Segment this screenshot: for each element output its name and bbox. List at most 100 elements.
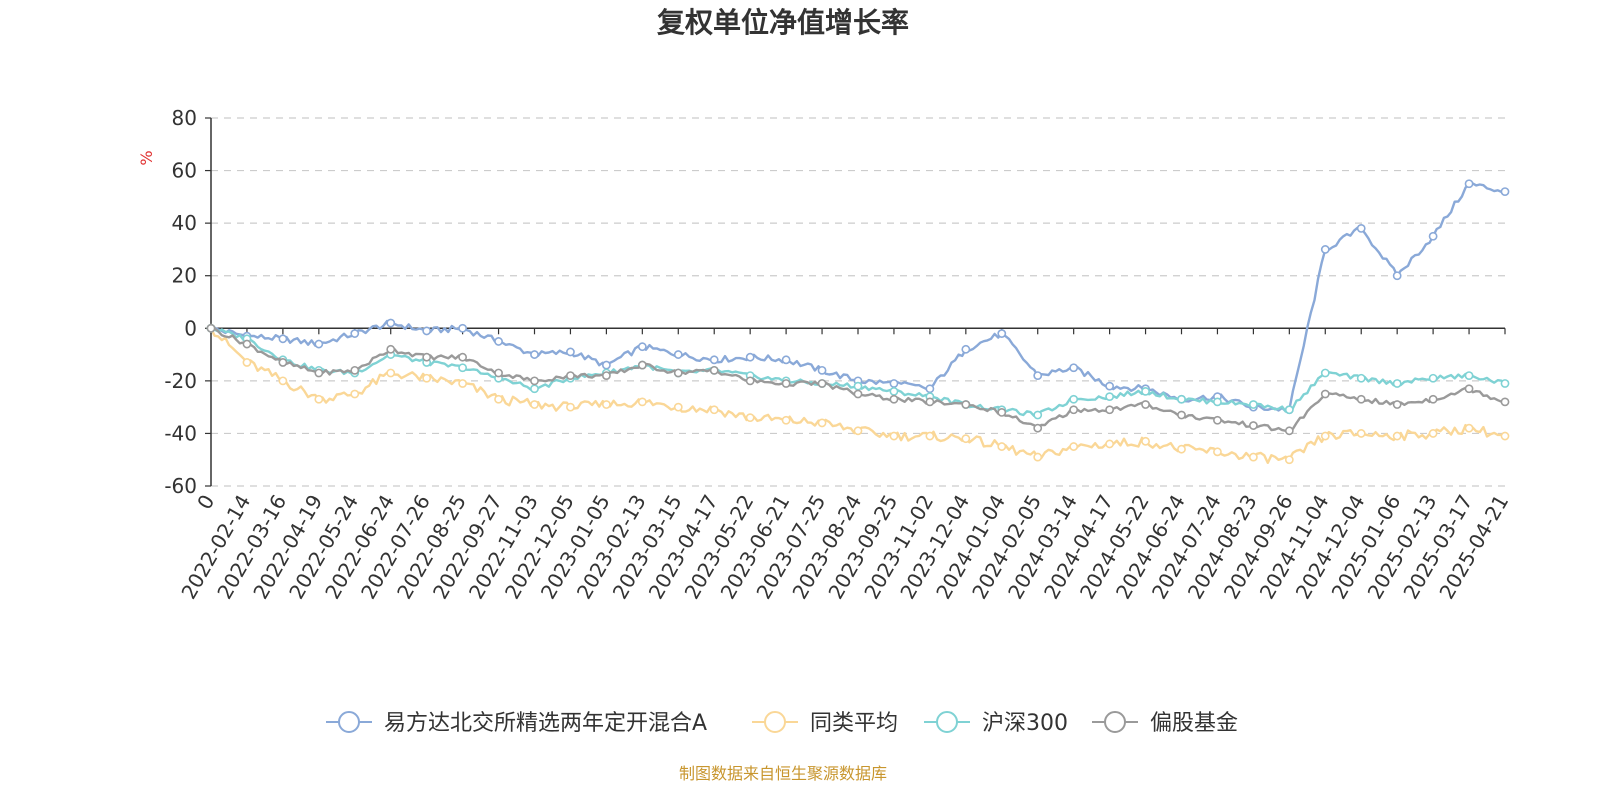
data-point[interactable] <box>314 368 324 378</box>
data-point[interactable] <box>422 352 432 362</box>
data-point[interactable] <box>1248 421 1258 430</box>
data-point[interactable] <box>530 384 539 394</box>
data-point[interactable] <box>853 426 863 436</box>
data-point[interactable] <box>1464 371 1474 380</box>
data-point[interactable] <box>961 434 971 444</box>
data-point[interactable] <box>530 400 539 409</box>
data-point[interactable] <box>1392 400 1402 409</box>
data-point[interactable] <box>997 407 1007 417</box>
data-point[interactable] <box>853 389 863 399</box>
data-point[interactable] <box>1248 452 1258 462</box>
data-point[interactable] <box>566 347 575 357</box>
data-point[interactable] <box>530 350 539 359</box>
data-point[interactable] <box>1500 187 1510 196</box>
data-point[interactable] <box>1500 379 1510 388</box>
data-point[interactable] <box>1248 400 1258 409</box>
data-point[interactable] <box>458 379 468 388</box>
data-point[interactable] <box>1500 431 1510 441</box>
data-point[interactable] <box>601 360 611 370</box>
data-point[interactable] <box>889 394 899 404</box>
data-point[interactable] <box>278 334 288 344</box>
data-point[interactable] <box>1428 429 1438 438</box>
data-point[interactable] <box>1392 379 1402 388</box>
data-point[interactable] <box>494 394 503 404</box>
data-point[interactable] <box>1177 410 1186 420</box>
data-point[interactable] <box>1177 444 1186 454</box>
data-point[interactable] <box>1105 381 1115 391</box>
data-point[interactable] <box>422 326 432 336</box>
data-point[interactable] <box>1141 436 1150 446</box>
data-point[interactable] <box>1141 386 1150 396</box>
data-point[interactable] <box>1356 373 1366 383</box>
data-point[interactable] <box>350 365 360 375</box>
data-point[interactable] <box>314 339 324 349</box>
data-point[interactable] <box>1069 405 1079 415</box>
data-point[interactable] <box>673 368 683 378</box>
data-point[interactable] <box>1320 389 1330 399</box>
data-point[interactable] <box>350 389 360 399</box>
data-point[interactable] <box>1392 431 1402 441</box>
data-point[interactable] <box>709 365 719 375</box>
data-point[interactable] <box>1105 392 1115 402</box>
data-point[interactable] <box>1428 394 1438 404</box>
data-point[interactable] <box>386 344 396 354</box>
data-point[interactable] <box>458 363 468 373</box>
data-point[interactable] <box>530 376 539 386</box>
data-point[interactable] <box>997 329 1007 338</box>
data-point[interactable] <box>1320 245 1330 254</box>
data-point[interactable] <box>1356 223 1366 233</box>
data-point[interactable] <box>817 418 827 428</box>
data-point[interactable] <box>709 405 719 415</box>
data-point[interactable] <box>278 376 288 386</box>
data-point[interactable] <box>242 358 252 367</box>
data-point[interactable] <box>1428 231 1438 241</box>
data-point[interactable] <box>817 365 827 375</box>
data-point[interactable] <box>1033 371 1043 380</box>
legend-item-0[interactable]: 易方达北交所精选两年定开混合A <box>326 711 707 736</box>
data-point[interactable] <box>566 402 575 412</box>
data-point[interactable] <box>925 431 935 441</box>
data-point[interactable] <box>709 355 719 365</box>
data-point[interactable] <box>961 344 971 354</box>
data-point[interactable] <box>637 360 647 370</box>
data-point[interactable] <box>889 386 899 396</box>
data-point[interactable] <box>458 323 468 333</box>
data-point[interactable] <box>601 400 611 409</box>
data-point[interactable] <box>997 442 1007 451</box>
data-point[interactable] <box>673 350 683 359</box>
data-point[interactable] <box>1392 271 1402 281</box>
data-point[interactable] <box>314 394 324 404</box>
data-point[interactable] <box>494 337 503 346</box>
data-point[interactable] <box>1284 455 1294 465</box>
data-point[interactable] <box>1464 384 1474 394</box>
data-point[interactable] <box>1284 405 1294 415</box>
data-point[interactable] <box>961 400 971 409</box>
data-point[interactable] <box>1356 394 1366 404</box>
data-point[interactable] <box>925 384 935 394</box>
data-point[interactable] <box>745 376 755 386</box>
data-point[interactable] <box>1105 439 1115 449</box>
data-point[interactable] <box>1033 423 1043 433</box>
data-point[interactable] <box>1033 452 1043 462</box>
data-point[interactable] <box>278 358 288 367</box>
legend-item-2[interactable]: 沪深300 <box>924 711 1068 736</box>
data-point[interactable] <box>422 373 432 383</box>
data-point[interactable] <box>745 352 755 362</box>
data-point[interactable] <box>242 339 252 349</box>
data-point[interactable] <box>1320 368 1330 378</box>
data-point[interactable] <box>1464 179 1474 189</box>
data-point[interactable] <box>566 371 575 380</box>
data-point[interactable] <box>1177 394 1186 404</box>
data-point[interactable] <box>1105 405 1115 415</box>
data-point[interactable] <box>1033 410 1043 420</box>
data-point[interactable] <box>350 329 360 338</box>
legend-item-1[interactable]: 同类平均 <box>752 711 898 736</box>
data-point[interactable] <box>1213 415 1222 425</box>
data-point[interactable] <box>1213 397 1222 407</box>
data-point[interactable] <box>889 431 899 441</box>
data-point[interactable] <box>853 381 863 391</box>
data-point[interactable] <box>458 352 468 362</box>
data-point[interactable] <box>601 371 611 380</box>
data-point[interactable] <box>206 323 216 333</box>
data-point[interactable] <box>1356 429 1366 438</box>
